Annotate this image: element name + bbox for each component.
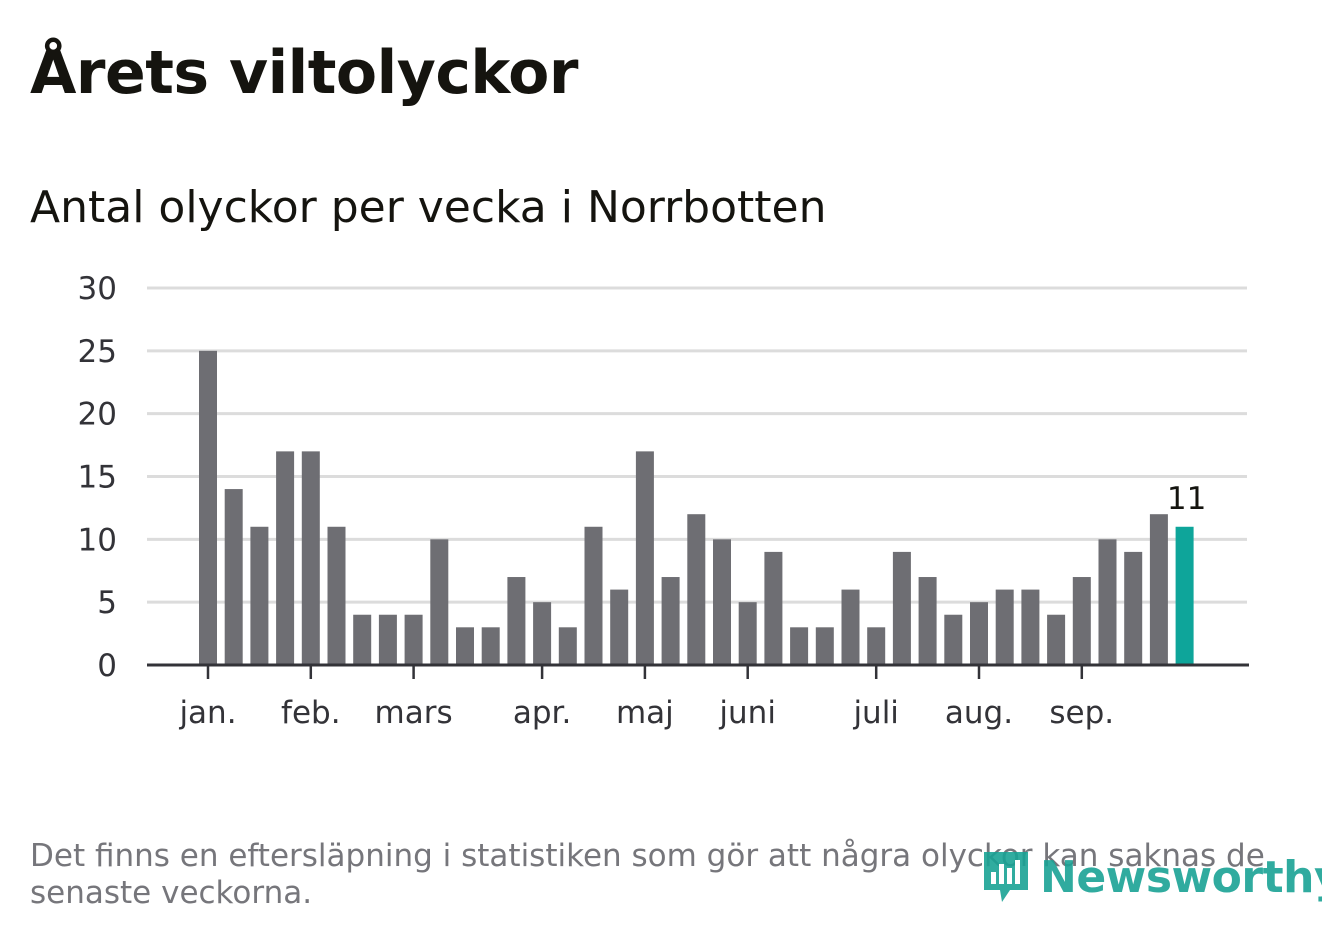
y-tick-label: 10 xyxy=(78,522,117,558)
bar xyxy=(1149,514,1168,665)
bars xyxy=(199,350,1194,665)
y-tick-label: 20 xyxy=(78,397,117,433)
y-axis-ticks: 0 5 10 15 20 25 30 xyxy=(78,271,117,684)
y-tick-label: 5 xyxy=(97,585,117,621)
logo-text: Newsworthy xyxy=(1040,851,1322,903)
bar xyxy=(584,526,603,665)
newsworthy-logo: Newsworthy xyxy=(980,846,1322,908)
chart-title: Årets viltolyckor xyxy=(30,38,579,108)
x-tick-label: sep. xyxy=(1049,695,1114,731)
bar xyxy=(507,577,526,665)
bar xyxy=(610,589,629,665)
y-tick-label: 0 xyxy=(97,648,117,684)
bar xyxy=(327,526,346,665)
x-axis-ticks: jan. feb. mars apr. maj juni juli aug. sep. xyxy=(178,665,1114,731)
bar xyxy=(1098,539,1117,665)
bar xyxy=(1124,551,1143,665)
bar xyxy=(430,539,449,665)
bar xyxy=(661,577,680,665)
bar xyxy=(533,602,552,665)
bar xyxy=(276,451,295,665)
x-tick-label: mars xyxy=(375,695,453,731)
bar-chart-speech-bubble-icon xyxy=(984,852,1028,902)
bar-highlight xyxy=(1175,526,1194,665)
bar xyxy=(867,627,886,665)
bar xyxy=(790,627,809,665)
bar xyxy=(687,514,706,665)
bar xyxy=(713,539,731,665)
bar xyxy=(199,350,217,665)
x-tick-label: jan. xyxy=(178,695,236,731)
bar xyxy=(635,451,654,665)
y-tick-label: 25 xyxy=(78,334,117,370)
bar xyxy=(353,614,372,665)
bar xyxy=(1047,614,1066,665)
y-tick-label: 15 xyxy=(78,460,117,496)
bar xyxy=(1021,589,1040,665)
chart-subtitle: Antal olyckor per vecka i Norrbotten xyxy=(30,182,827,233)
bar xyxy=(995,589,1014,665)
bar xyxy=(815,627,834,665)
bar xyxy=(944,614,963,665)
x-tick-label: apr. xyxy=(513,695,571,731)
bar xyxy=(892,551,911,665)
bar xyxy=(456,627,474,665)
data-labels: 11 xyxy=(1167,481,1206,517)
bar xyxy=(301,451,320,665)
x-tick-label: juni xyxy=(718,695,776,731)
x-tick-label: aug. xyxy=(945,695,1013,731)
bar xyxy=(918,577,937,665)
footnote: Det finns en eftersläpning i statistiken… xyxy=(30,838,1265,911)
y-tick-label: 30 xyxy=(78,271,117,307)
bar xyxy=(224,489,243,665)
bar-chart: 0 5 10 15 20 25 30 jan. feb. mars apr. maj juni juli… xyxy=(78,271,1249,731)
bar xyxy=(764,551,783,665)
x-tick-label: juli xyxy=(852,695,899,731)
bar xyxy=(738,602,757,665)
last-value-label: 11 xyxy=(1167,481,1206,517)
bar xyxy=(378,614,397,665)
bar xyxy=(841,589,860,665)
bar xyxy=(250,526,269,665)
bar xyxy=(558,627,577,665)
x-tick-label: maj xyxy=(616,695,674,731)
bar xyxy=(1072,577,1091,665)
bar xyxy=(970,602,988,665)
bar xyxy=(481,627,500,665)
x-tick-label: feb. xyxy=(281,695,341,731)
bar xyxy=(404,614,423,665)
